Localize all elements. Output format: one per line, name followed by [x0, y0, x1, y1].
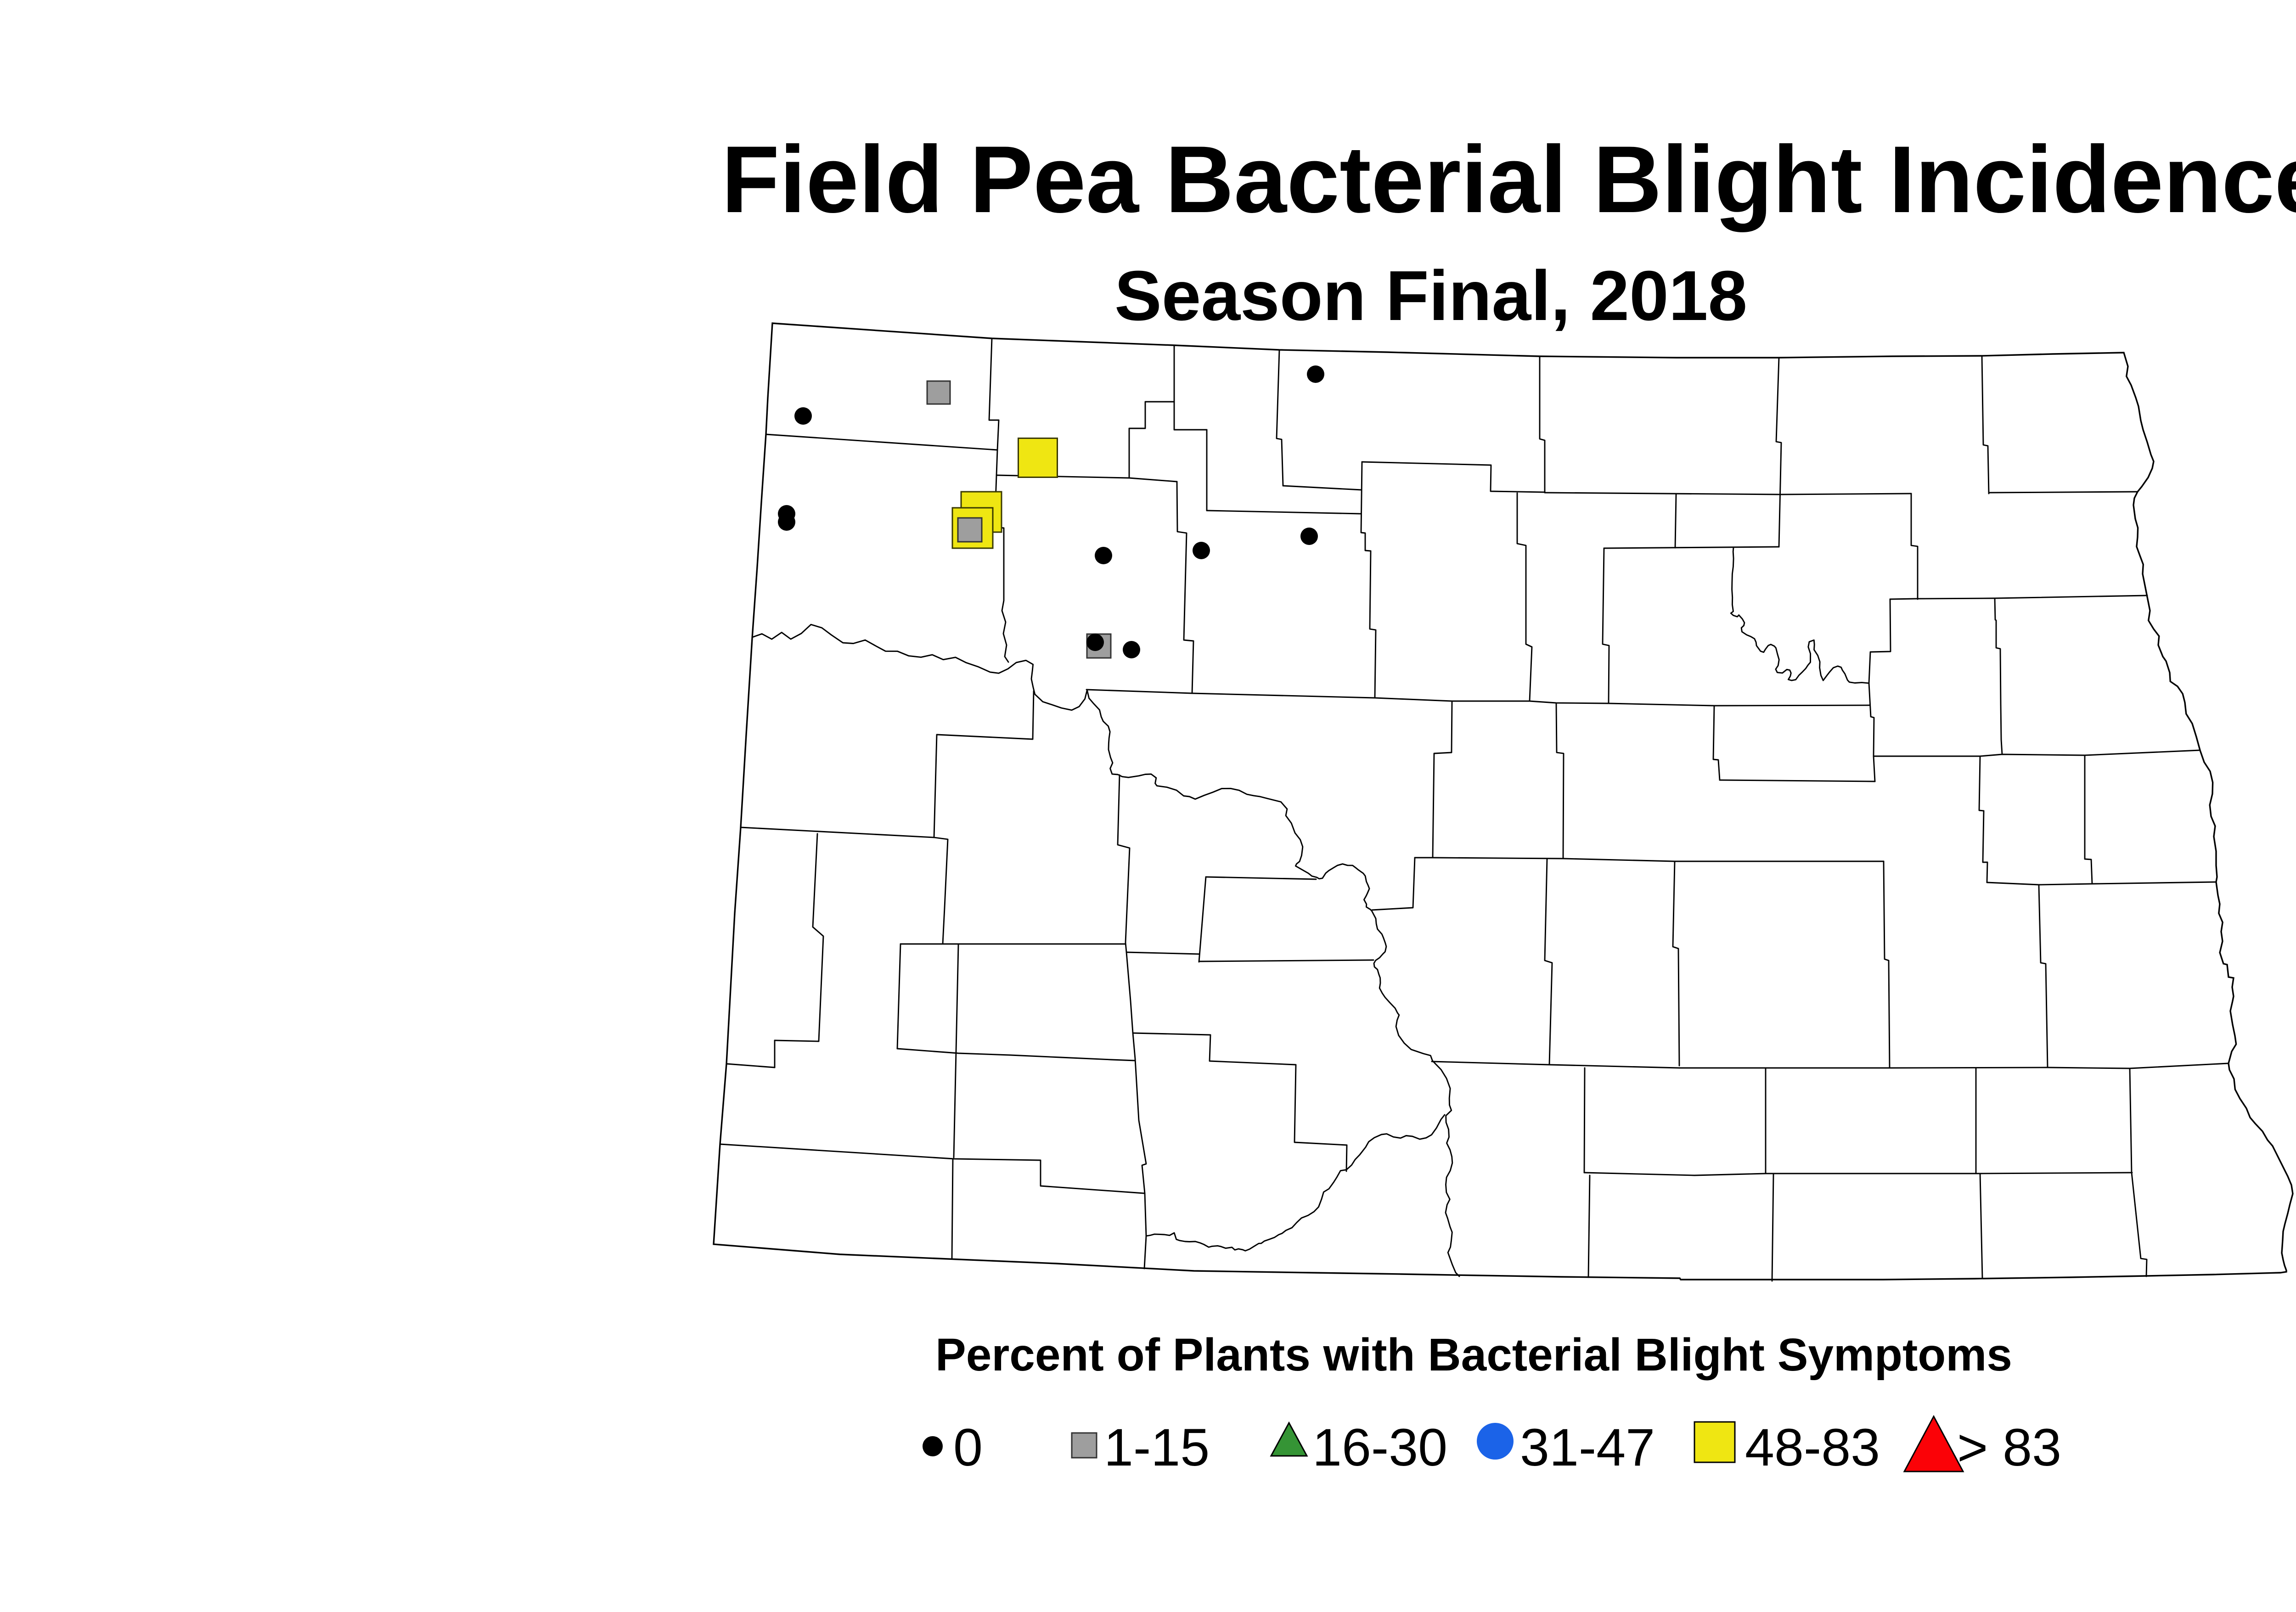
- svg-text:Season Final, 2018: Season Final, 2018: [1114, 256, 1747, 335]
- svg-text:Field Pea Bacterial Blight Inc: Field Pea Bacterial Blight Incidence: [721, 126, 2296, 232]
- svg-text:> 83: > 83: [1957, 1418, 2061, 1477]
- svg-text:1-15: 1-15: [1104, 1418, 1210, 1477]
- svg-text:Percent of Plants with Bacteri: Percent of Plants with Bacterial Blight …: [935, 1329, 2012, 1381]
- svg-text:16-30: 16-30: [1312, 1418, 1447, 1477]
- svg-text:31-47: 31-47: [1520, 1418, 1655, 1477]
- svg-text:0: 0: [953, 1418, 983, 1477]
- svg-text:48-83: 48-83: [1745, 1418, 1880, 1477]
